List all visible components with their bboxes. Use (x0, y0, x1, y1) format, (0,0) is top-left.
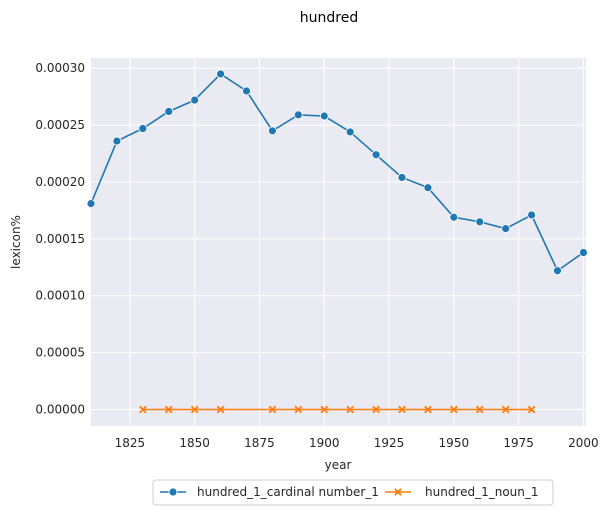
legend-box (152, 479, 554, 506)
y-tick-label: 0.00010 (35, 289, 85, 303)
data-point (424, 405, 432, 414)
data-point (242, 86, 251, 96)
series-1 (86, 69, 588, 276)
data-point (268, 405, 277, 414)
x-tick-label: 1850 (179, 436, 210, 450)
data-point (164, 405, 173, 414)
data-point (397, 173, 407, 182)
data-point (86, 199, 96, 209)
x-tick-label: 1950 (439, 436, 470, 450)
x-tick-label: 2000 (568, 436, 599, 450)
data-point (527, 210, 536, 220)
data-point (268, 126, 277, 136)
data-point (501, 405, 510, 414)
data-point (190, 95, 200, 105)
data-point (398, 405, 406, 414)
data-point (319, 111, 329, 121)
legend-item: hundred_1_noun_1 (385, 485, 539, 499)
data-point (216, 69, 225, 79)
x-tick-label: 1925 (374, 436, 405, 450)
data-point (138, 405, 147, 414)
legend-swatch-marker (168, 487, 178, 497)
x-tick-label: 1975 (503, 436, 534, 450)
data-point (553, 266, 562, 276)
y-tick-label: 0.00020 (35, 175, 85, 189)
y-tick-label: 0.00005 (35, 346, 85, 360)
data-point (475, 217, 485, 227)
data-point (423, 183, 433, 193)
y-tick-label: 0.00025 (35, 118, 85, 132)
y-axis-label: lexicon% (9, 215, 23, 269)
data-point (345, 127, 355, 137)
data-point (164, 107, 174, 116)
data-point (293, 110, 303, 120)
legend-label: hundred_1_noun_1 (425, 485, 539, 499)
tick-labels: 1825 1850 1875 1900 1925 1950 1975 2000 0.00000 0… (35, 61, 598, 450)
data-point (112, 136, 122, 146)
y-tick-label: 0.00015 (35, 232, 85, 246)
data-point (216, 405, 225, 414)
data-point (449, 405, 458, 414)
series-layer (86, 69, 588, 414)
series-line (90, 73, 584, 272)
data-point (190, 405, 199, 414)
x-axis-label: year (325, 458, 352, 472)
data-point (372, 405, 380, 414)
plot-area (91, 58, 586, 426)
x-tick-label: 1875 (244, 436, 275, 450)
x-tick-label: 1900 (309, 436, 340, 450)
legend-swatch-marker (394, 488, 402, 496)
y-tick-label: 0.00030 (35, 61, 85, 75)
data-point (579, 248, 588, 257)
data-point (501, 224, 511, 234)
legend: hundred_1_cardinal number_1 hundred_1_nou… (152, 479, 554, 506)
chart-title: hundred (300, 10, 358, 26)
data-point (294, 405, 303, 414)
data-point (320, 405, 329, 414)
x-tick-label: 1825 (115, 436, 146, 450)
data-point (346, 405, 354, 414)
data-point (475, 405, 484, 414)
legend-label: hundred_1_cardinal number_1 (197, 485, 379, 499)
data-point (449, 212, 459, 222)
data-point (138, 124, 148, 133)
series-2 (138, 405, 536, 414)
data-point (527, 405, 536, 414)
y-tick-label: 0.00000 (35, 403, 85, 417)
data-point (371, 150, 381, 160)
legend-item: hundred_1_cardinal number_1 (160, 485, 379, 499)
